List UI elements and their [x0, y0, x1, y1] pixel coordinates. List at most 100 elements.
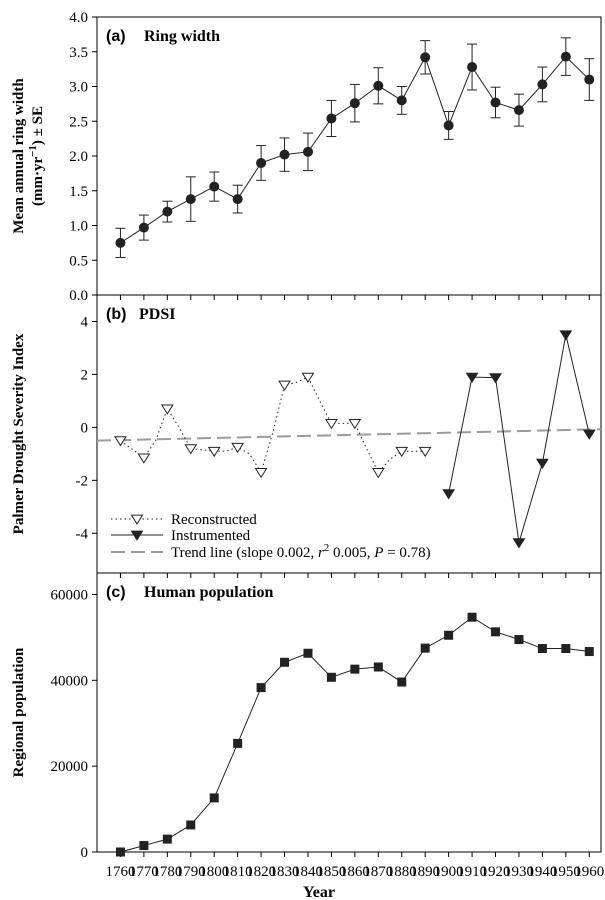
data-point: [420, 52, 431, 63]
data-point: [397, 677, 407, 687]
data-point: [138, 222, 149, 233]
x-tick-label: 1850: [316, 864, 346, 880]
x-tick-label: 1840: [293, 864, 323, 880]
y-axis-units-text: ) ± SE: [30, 106, 46, 145]
y-tick-label: 0: [81, 845, 89, 861]
y-axis-label: Regional population: [11, 647, 27, 777]
data-point: [137, 453, 151, 464]
data-point: [160, 404, 174, 415]
legend-reconstructed-label: Reconstructed: [171, 512, 257, 528]
y-tick-label: -2: [76, 473, 89, 489]
data-point: [467, 62, 478, 73]
data-point: [395, 446, 409, 458]
y-tick-label: 2.5: [69, 114, 88, 130]
legend-trend-superscript: 2: [324, 542, 330, 554]
x-tick-label: 1880: [387, 864, 417, 880]
data-point: [278, 380, 291, 391]
y-axis-label: Mean annual ring width: [11, 78, 27, 234]
x-tick-label: 1830: [270, 864, 300, 880]
instrumented-line: [448, 334, 590, 543]
trend-line: [96, 428, 602, 442]
data-point: [185, 194, 196, 205]
data-point: [561, 644, 571, 654]
data-point: [280, 657, 290, 667]
y-tick-label: 4: [81, 314, 89, 330]
data-point: [207, 446, 221, 458]
data-point: [396, 95, 407, 106]
data-point: [584, 647, 594, 657]
legend-instrumented-label: Instrumented: [171, 528, 251, 544]
x-tick-label: 1950: [551, 864, 581, 880]
y-axis-units-text: (mm·yr: [30, 157, 46, 206]
data-point: [443, 120, 454, 131]
population-line: [120, 616, 590, 853]
data-point: [115, 237, 126, 248]
data-point: [254, 468, 268, 479]
data-point: [302, 146, 313, 157]
data-point: [114, 436, 127, 447]
data-point: [115, 847, 125, 857]
data-point: [186, 820, 196, 830]
data-point: [490, 97, 501, 108]
panel-title: PDSI: [139, 306, 175, 323]
legend-trend-text: Trend line (slope 0.002,: [171, 545, 318, 561]
y-tick-label: -4: [76, 526, 89, 542]
y-tick-label: 2.0: [69, 149, 88, 165]
panel-frame-a: [96, 16, 602, 296]
data-point: [559, 330, 573, 341]
x-tick-label: 1870: [363, 864, 393, 880]
y-tick-label: 0.5: [69, 253, 88, 269]
x-axis-label: Year: [303, 884, 335, 900]
data-point: [491, 627, 501, 637]
x-tick-label: 1920: [481, 864, 511, 880]
panel-title: Ring width: [144, 28, 220, 45]
data-point: [349, 98, 360, 109]
x-tick-label: 1890: [410, 864, 440, 880]
data-point: [560, 51, 571, 62]
data-point: [371, 468, 385, 479]
data-point: [232, 194, 243, 205]
y-tick-label: 40000: [51, 673, 89, 689]
data-point: [279, 149, 290, 160]
y-tick-label: 3.5: [69, 45, 88, 61]
x-tick-label: 1900: [434, 864, 464, 880]
y-tick-label: 20000: [51, 759, 89, 775]
y-axis-label-units: (mm·yr−1) ± SE: [27, 106, 46, 206]
x-tick-label: 1860: [340, 864, 370, 880]
data-point: [231, 442, 245, 454]
data-point: [209, 793, 219, 803]
data-point: [209, 181, 220, 192]
x-tick-label: 1940: [527, 864, 557, 880]
y-tick-label: 60000: [51, 587, 89, 603]
panel-frame-c: [96, 572, 602, 853]
data-point: [256, 683, 266, 693]
data-point: [373, 80, 384, 91]
data-point: [467, 612, 477, 622]
y-axis-label: Palmer Drought Severity Index: [11, 333, 27, 534]
data-point: [444, 630, 454, 640]
data-point: [420, 643, 430, 653]
data-point: [537, 79, 548, 90]
data-point: [301, 372, 315, 383]
x-tick-label: 1910: [457, 864, 487, 880]
y-axis-units-superscript: −1: [27, 145, 39, 157]
legend-trend-text: = 0.78): [383, 545, 430, 561]
panel-label: (b): [106, 306, 126, 323]
data-point: [162, 834, 172, 844]
y-tick-label: 3.0: [69, 80, 88, 96]
x-tick-label: 1820: [246, 864, 276, 880]
data-point: [326, 672, 336, 682]
data-point: [512, 538, 526, 549]
data-point: [535, 458, 549, 470]
data-point: [233, 738, 243, 748]
reconstructed-line: [120, 376, 426, 474]
panel-label: (a): [106, 28, 126, 45]
data-point: [184, 444, 198, 455]
data-point: [442, 489, 456, 500]
x-tick-label: 1790: [176, 864, 206, 880]
legend-trend-p: P: [373, 545, 383, 561]
data-point: [489, 373, 502, 384]
y-tick-label: 4.0: [69, 10, 88, 26]
data-point: [162, 206, 173, 217]
